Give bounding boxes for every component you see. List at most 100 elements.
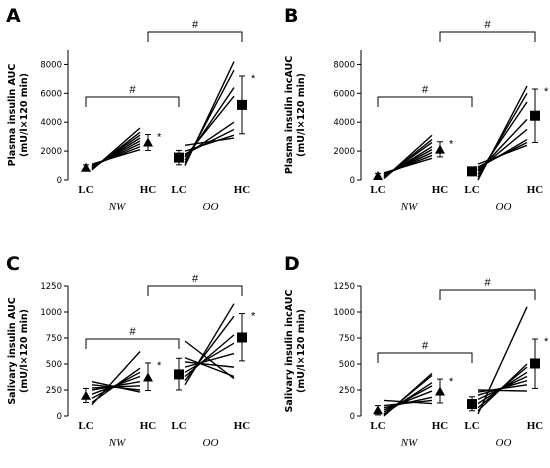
panel-b: B Plasma insulin incAUC(mU/l×120 min) 0 200… — [284, 5, 549, 213]
x-category-label: LC — [464, 420, 479, 432]
comparison-bracket-lc — [377, 96, 473, 107]
x-group-label: NW — [108, 201, 126, 213]
mean-marker-triangle — [81, 162, 91, 172]
bracket-label: # — [192, 273, 199, 285]
x-category-label: LC — [370, 420, 385, 432]
paired-line-nw — [383, 385, 433, 413]
y-tick-label: 8000 — [333, 60, 355, 70]
y-axis-label-line2: (mU/l×120 min) — [296, 309, 307, 393]
y-axis-label: Salivary insulin AUC(mU/l×120 min) — [7, 297, 30, 404]
paired-line-oo — [184, 134, 235, 152]
y-axis-label-line2: (mU/l×120 min) — [19, 309, 30, 393]
comparison-bracket-hc — [147, 31, 243, 42]
mean-marker-triangle — [435, 144, 445, 154]
y-tick-label: 0 — [57, 412, 62, 422]
significance-star: * — [251, 73, 256, 85]
mean-marker-triangle — [373, 405, 383, 415]
significance-star: * — [544, 86, 549, 98]
y-axis-label-line1: Salivary insulin incAUC — [284, 289, 295, 412]
panel-letter: B — [284, 5, 298, 27]
comparison-bracket-hc — [439, 31, 536, 42]
bracket-label: # — [129, 326, 136, 338]
paired-line-nw — [383, 157, 433, 174]
comparison-bracket-hc — [439, 289, 536, 300]
paired-line-nw — [383, 399, 433, 407]
comparison-bracket-lc — [85, 96, 180, 107]
paired-line-oo — [477, 389, 528, 392]
x-category-label: HC — [527, 420, 544, 432]
paired-line-oo — [184, 95, 235, 158]
bracket-label: # — [422, 340, 429, 352]
paired-line-nw — [91, 351, 141, 406]
mean-marker-square — [530, 358, 540, 369]
bracket-label: # — [422, 84, 429, 96]
y-axis-label-line1: Salivary insulin AUC — [7, 297, 18, 404]
x-category-label: LC — [171, 184, 186, 196]
mean-marker-square — [174, 369, 184, 380]
paired-line-oo — [184, 303, 235, 386]
y-tick-label: 1250 — [333, 282, 355, 292]
x-category-label: LC — [78, 184, 93, 196]
paired-line-nw — [383, 399, 433, 405]
significance-star: * — [449, 139, 454, 151]
comparison-bracket-hc — [147, 285, 243, 296]
x-category-label: HC — [140, 420, 157, 432]
paired-line-oo — [477, 306, 528, 415]
x-category-label: HC — [140, 184, 157, 196]
y-tick-label: 1000 — [40, 308, 62, 318]
y-tick-label: 1250 — [40, 282, 62, 292]
y-tick-label: 500 — [46, 360, 62, 370]
x-category-label: HC — [432, 184, 449, 196]
paired-line-oo — [184, 137, 235, 147]
bracket-label: # — [484, 19, 491, 31]
comparison-bracket-lc — [377, 352, 473, 363]
x-category-label: HC — [527, 184, 544, 196]
x-group-label: OO — [496, 437, 512, 449]
mean-marker-square — [174, 152, 184, 163]
paired-line-nw — [91, 380, 141, 393]
mean-marker-square — [237, 332, 247, 343]
mean-marker-square — [467, 399, 477, 410]
x-group-label: OO — [496, 201, 512, 213]
bracket-label: # — [192, 19, 199, 31]
x-category-label: LC — [464, 184, 479, 196]
y-axis-label-line1: Plasma insulin AUC — [7, 64, 18, 167]
paired-line-oo — [184, 340, 235, 380]
comparison-bracket-lc — [85, 338, 180, 349]
paired-line-oo — [184, 361, 235, 368]
y-tick-label: 0 — [57, 176, 62, 186]
x-group-label: NW — [400, 437, 418, 449]
x-category-label: HC — [234, 420, 251, 432]
y-axis-label-line2: (mU/l×120 min) — [296, 73, 307, 157]
y-tick-label: 500 — [339, 360, 355, 370]
panel-letter: A — [6, 5, 21, 27]
mean-marker-square — [237, 99, 247, 110]
mean-marker-triangle — [143, 372, 153, 382]
significance-star: * — [449, 376, 454, 388]
bracket-label: # — [129, 84, 136, 96]
panel-c: C Salivary insulin AUC(mU/l×120 min) 0 250 5… — [6, 253, 256, 449]
y-tick-label: 4000 — [40, 118, 62, 128]
y-tick-label: 750 — [46, 334, 62, 344]
mean-marker-triangle — [143, 137, 153, 147]
x-category-label: HC — [234, 184, 251, 196]
panel-letter: D — [284, 253, 300, 275]
mean-marker-triangle — [435, 386, 445, 396]
y-axis-label: Plasma insulin AUC(mU/l×120 min) — [7, 64, 30, 167]
x-group-label: NW — [108, 437, 126, 449]
bracket-label: # — [484, 277, 491, 289]
y-tick-label: 6000 — [333, 89, 355, 99]
significance-star: * — [544, 336, 549, 348]
x-group-label: NW — [400, 201, 418, 213]
paired-line-nw — [91, 148, 141, 165]
y-tick-label: 750 — [339, 334, 355, 344]
paired-line-oo — [184, 342, 235, 373]
x-group-label: OO — [203, 201, 219, 213]
y-axis-label-line1: Plasma insulin incAUC — [284, 56, 295, 174]
y-axis-label: Plasma insulin incAUC(mU/l×120 min) — [284, 56, 307, 174]
significance-star: * — [251, 311, 256, 323]
mean-marker-square — [467, 166, 477, 177]
paired-line-oo — [477, 144, 528, 165]
mean-marker-triangle — [373, 170, 383, 180]
